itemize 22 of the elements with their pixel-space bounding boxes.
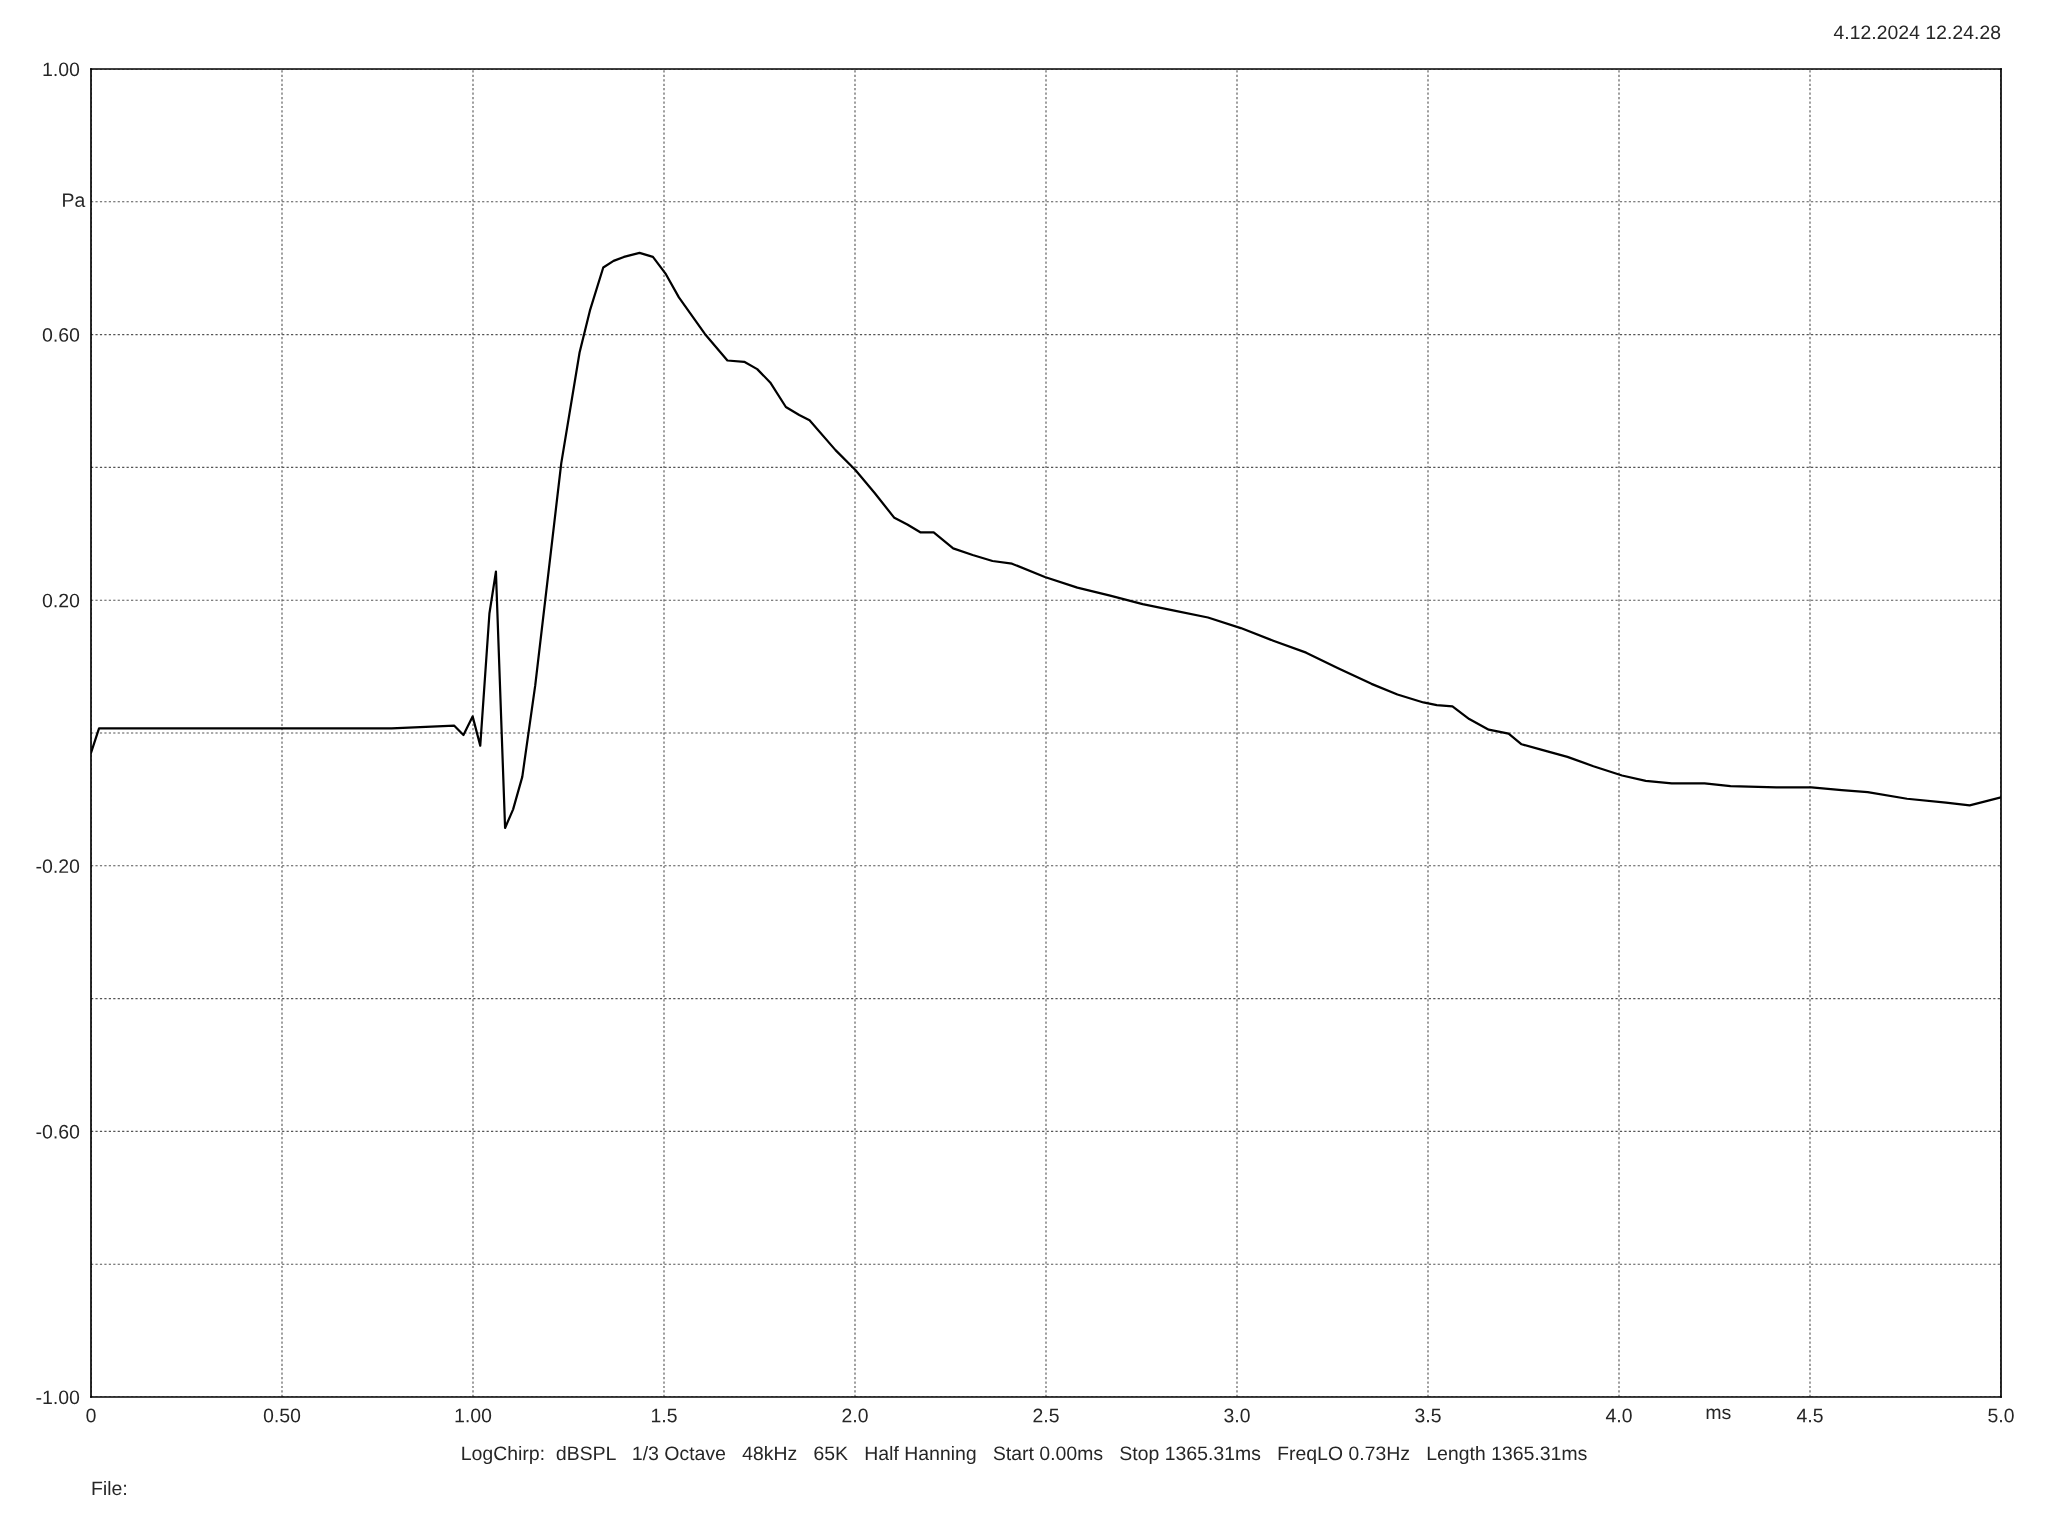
y-tick-label: -0.60 [36, 1124, 80, 1139]
x-tick-label: 3.5 [1415, 1408, 1441, 1423]
x-tick-label: 1.5 [651, 1408, 677, 1423]
x-tick-label: 5.0 [1988, 1408, 2014, 1423]
x-axis-title: ms [1706, 1408, 1731, 1420]
x-tick-label: 0.50 [263, 1408, 301, 1423]
text: File: [92, 1480, 126, 1496]
x-tick-label: 3.0 [1224, 1408, 1250, 1423]
text: LogChirp: dBSPL 1/3 Octave 48kHz 65K Half Hanning Start 0.00ms Stop 1365.31ms FreqLO 0.73Hz Length 1365.31ms [462, 1445, 1587, 1465]
text: 4.12.2024 12.24.28 [1833, 25, 2001, 40]
x-tick-label: 2.0 [842, 1408, 868, 1423]
y-tick-label: -1.00 [36, 1390, 80, 1405]
y-tick-label: 0.20 [42, 593, 80, 608]
x-tick-label: 2.5 [1033, 1408, 1059, 1423]
y-axis-title: Pa [63, 193, 86, 208]
y-tick-label: 0.60 [42, 328, 80, 342]
x-tick-label: 1.00 [455, 1408, 492, 1423]
y-tick-label: -0.20 [36, 859, 80, 874]
x-tick-label: 4.5 [1796, 1408, 1823, 1423]
y-tick-label: 1.00 [43, 62, 80, 77]
x-tick-label: 0 [86, 1408, 96, 1423]
x-tick-label: 4.0 [1605, 1408, 1632, 1423]
